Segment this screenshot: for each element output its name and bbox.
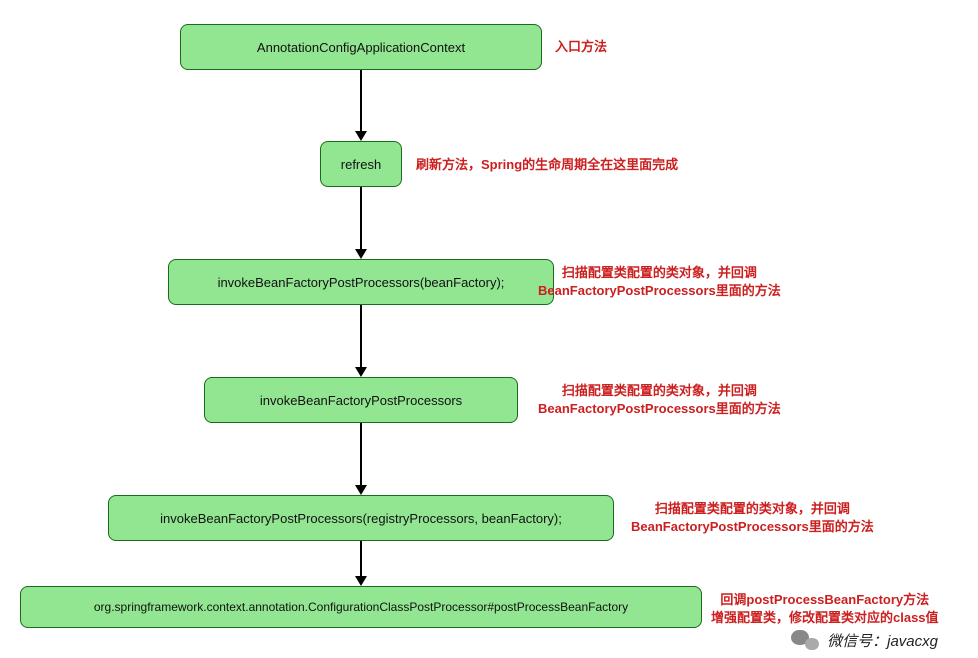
flow-node-refresh: refresh (320, 141, 402, 187)
annotation-text: 扫描配置类配置的类对象，并回调BeanFactoryPostProcessors… (538, 383, 781, 416)
flow-node-invoke-beanfactory-2: invokeBeanFactoryPostProcessors (204, 377, 518, 423)
annotation-refresh: 刷新方法，Spring的生命周期全在这里面完成 (416, 156, 678, 174)
annotation-invoke-2: 扫描配置类配置的类对象，并回调BeanFactoryPostProcessors… (538, 382, 781, 418)
node-label: org.springframework.context.annotation.C… (94, 600, 628, 614)
edge-arrowhead (355, 249, 367, 259)
annotation-text: 扫描配置类配置的类对象，并回调BeanFactoryPostProcessors… (631, 501, 874, 534)
flow-node-invoke-beanfactory-3: invokeBeanFactoryPostProcessors(registry… (108, 495, 614, 541)
annotation-invoke-1: 扫描配置类配置的类对象，并回调BeanFactoryPostProcessors… (538, 264, 781, 300)
edge-arrowhead (355, 576, 367, 586)
edge-line (360, 187, 362, 249)
edge-line (360, 423, 362, 485)
annotation-postprocessor: 回调postProcessBeanFactory方法增强配置类，修改配置类对应的… (711, 591, 939, 627)
edge-arrowhead (355, 485, 367, 495)
annotation-invoke-3: 扫描配置类配置的类对象，并回调BeanFactoryPostProcessors… (631, 500, 874, 536)
edge-arrowhead (355, 367, 367, 377)
edge-line (360, 305, 362, 367)
node-label: invokeBeanFactoryPostProcessors (260, 393, 462, 408)
wechat-icon (791, 628, 819, 652)
edge-line (360, 541, 362, 576)
annotation-text: 刷新方法，Spring的生命周期全在这里面完成 (416, 157, 678, 172)
node-label: AnnotationConfigApplicationContext (257, 40, 465, 55)
node-label: invokeBeanFactoryPostProcessors(beanFact… (218, 275, 505, 290)
flow-node-invoke-beanfactory-1: invokeBeanFactoryPostProcessors(beanFact… (168, 259, 554, 305)
edge-line (360, 70, 362, 131)
node-label: invokeBeanFactoryPostProcessors(registry… (160, 511, 562, 526)
annotation-entry: 入口方法 (555, 38, 607, 56)
flow-node-entry: AnnotationConfigApplicationContext (180, 24, 542, 70)
footer-text: 微信号：javacxg (827, 630, 938, 651)
edge-arrowhead (355, 131, 367, 141)
annotation-text: 扫描配置类配置的类对象，并回调BeanFactoryPostProcessors… (538, 265, 781, 298)
annotation-text: 入口方法 (555, 39, 607, 54)
annotation-text: 回调postProcessBeanFactory方法增强配置类，修改配置类对应的… (711, 592, 939, 625)
node-label: refresh (341, 157, 381, 172)
flow-node-postprocessor: org.springframework.context.annotation.C… (20, 586, 702, 628)
footer-watermark: 微信号：javacxg (791, 628, 938, 652)
